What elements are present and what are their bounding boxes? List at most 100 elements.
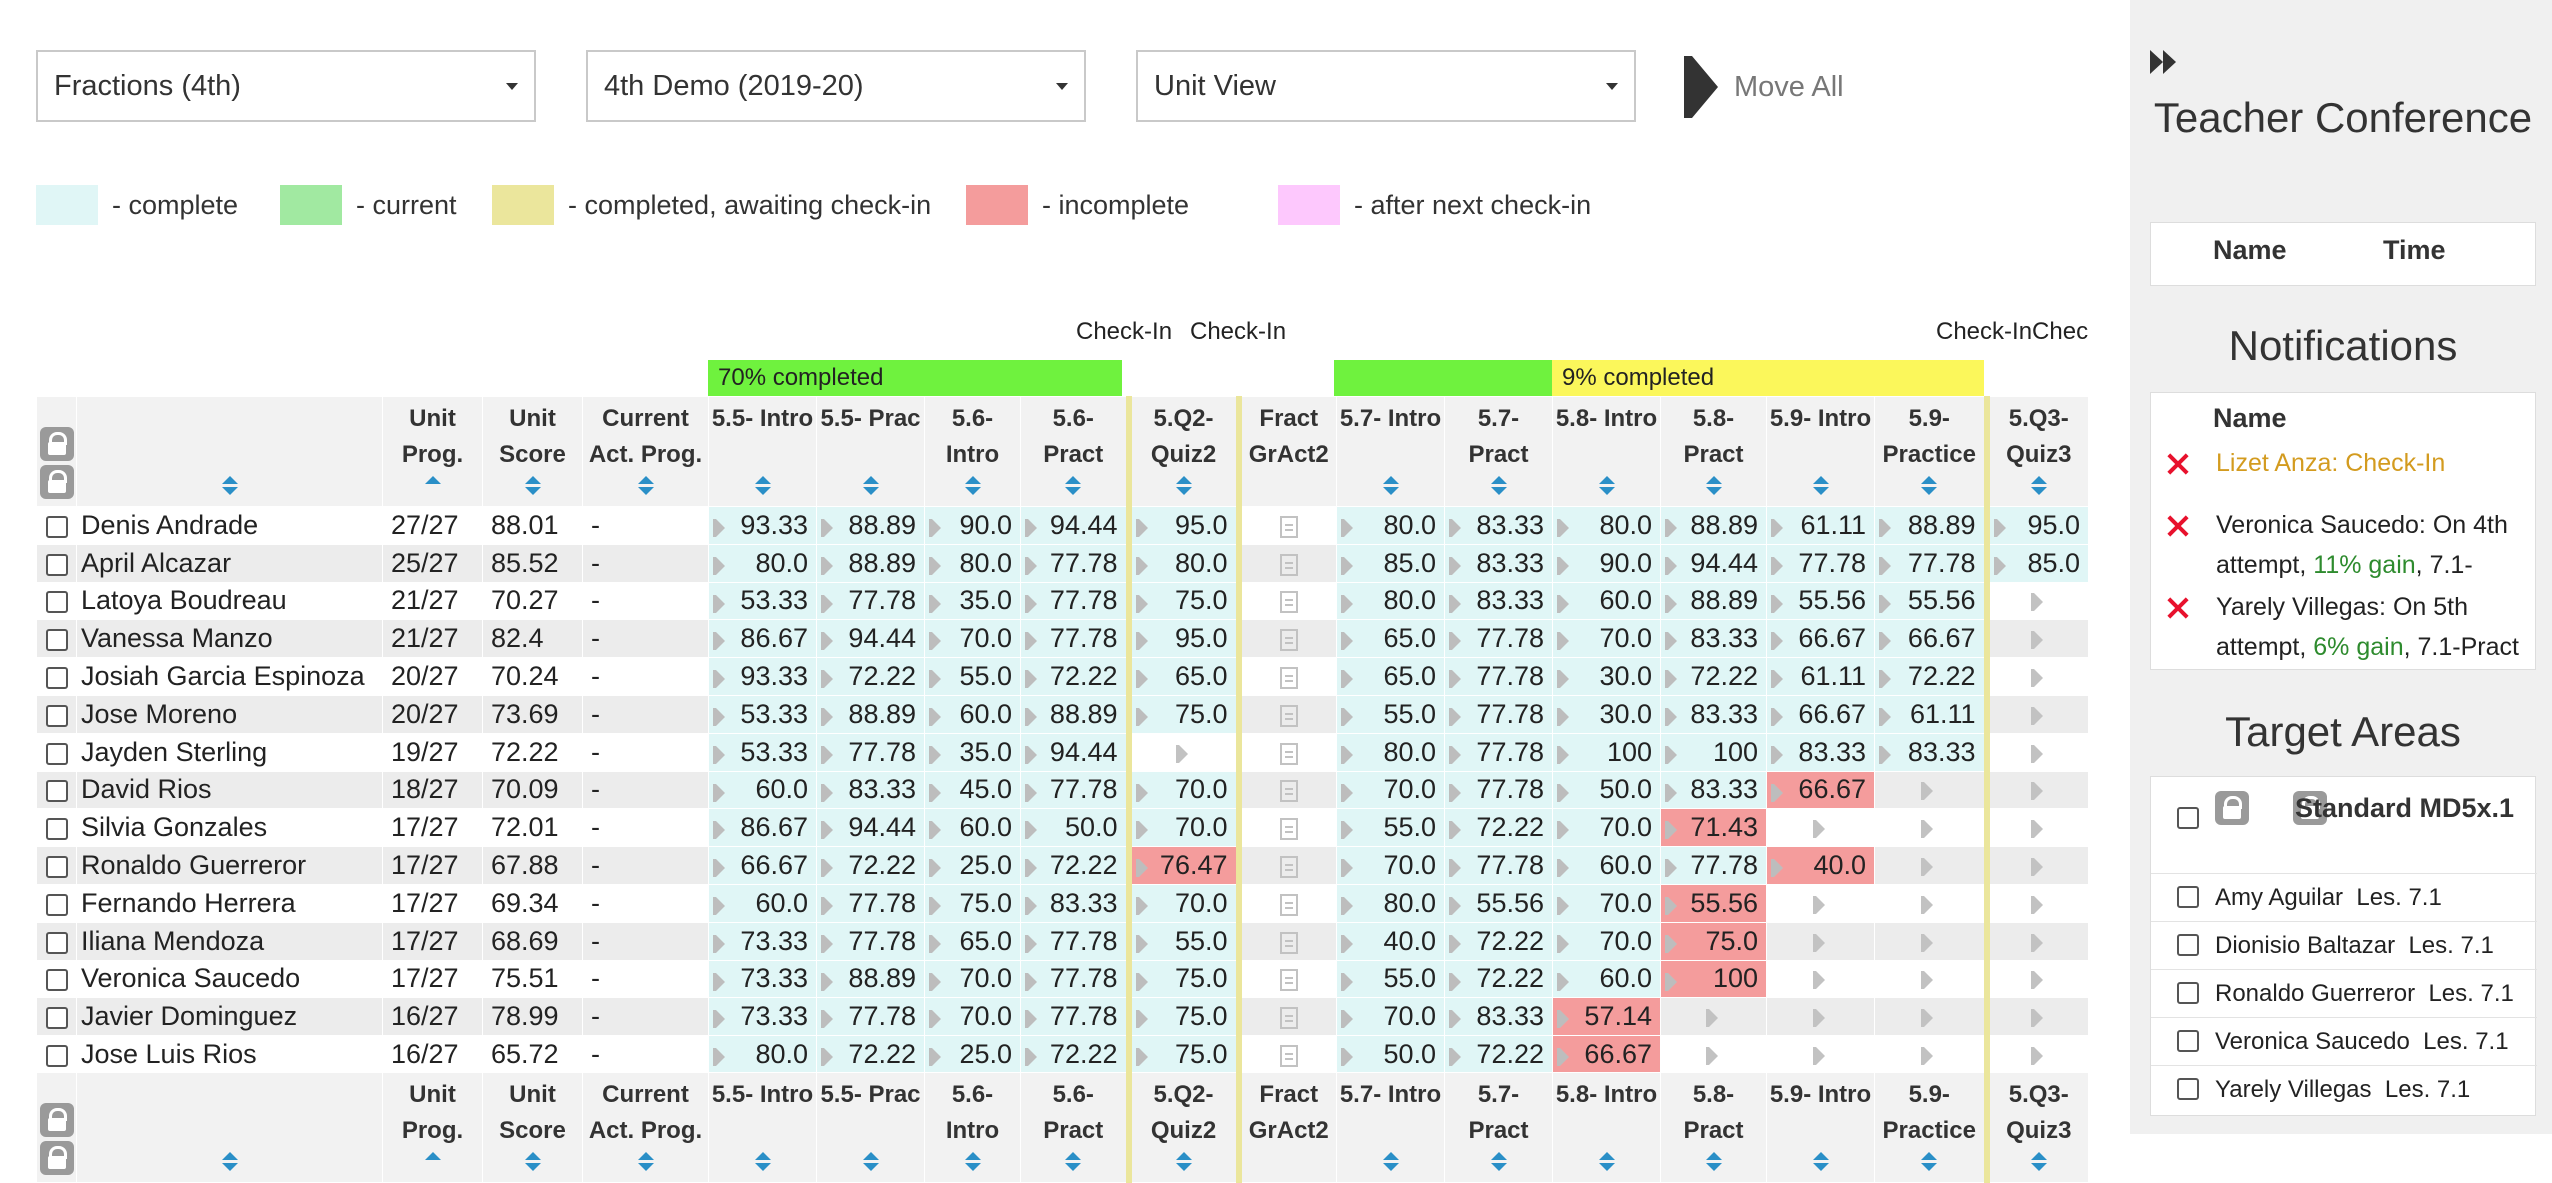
activity-score-cell[interactable]: 60.0: [924, 808, 1021, 848]
activity-cell-empty[interactable]: [1983, 732, 2089, 772]
row-checkbox[interactable]: [45, 1044, 68, 1067]
activity-score-cell[interactable]: 72.22: [816, 846, 925, 885]
row-checkbox[interactable]: [45, 855, 68, 878]
activity-score-cell[interactable]: 83.33: [1874, 732, 1987, 772]
column-header[interactable]: 5.Q2- Quiz2: [1125, 396, 1239, 507]
activity-score-cell[interactable]: 88.89: [1660, 506, 1767, 545]
activity-score-cell[interactable]: 94.44: [1020, 732, 1129, 772]
activity-score-cell[interactable]: 94.44: [816, 808, 925, 848]
activity-score-cell[interactable]: 72.22: [1444, 959, 1553, 999]
activity-score-cell[interactable]: 66.67: [1766, 770, 1875, 810]
lock-icon[interactable]: [39, 1103, 74, 1137]
activity-score-cell[interactable]: 72.22: [1020, 1035, 1129, 1074]
activity-score-cell[interactable]: 25.0: [924, 846, 1021, 885]
activity-cell-empty[interactable]: [1125, 732, 1239, 772]
row-checkbox[interactable]: [45, 780, 68, 803]
class-select[interactable]: 4th Demo (2019-20): [586, 50, 1086, 122]
activity-cell-empty[interactable]: [1983, 846, 2089, 885]
unlock-icon[interactable]: [39, 465, 74, 499]
activity-score-cell[interactable]: 83.33: [1020, 883, 1129, 923]
column-header[interactable]: 5.7- Intro: [1336, 396, 1445, 507]
activity-score-cell[interactable]: 50.0: [1020, 808, 1129, 848]
activity-score-cell[interactable]: 72.22: [1444, 808, 1553, 848]
activity-score-cell[interactable]: 60.0: [1552, 581, 1661, 621]
activity-cell-empty[interactable]: [1766, 883, 1875, 923]
activity-score-cell[interactable]: 77.78: [816, 997, 925, 1037]
activity-score-cell[interactable]: 77.78: [1444, 694, 1553, 734]
activity-score-cell[interactable]: 77.78: [1020, 619, 1129, 659]
activity-score-cell[interactable]: 94.44: [1660, 543, 1767, 583]
activity-score-cell[interactable]: 65.0: [1125, 657, 1239, 696]
activity-score-cell[interactable]: 77.78: [1766, 543, 1875, 583]
activity-cell-empty[interactable]: [1983, 883, 2089, 923]
activity-cell-empty[interactable]: [1983, 657, 2089, 696]
activity-score-cell[interactable]: 66.67: [1766, 619, 1875, 659]
activity-score-cell[interactable]: 75.0: [1660, 921, 1767, 961]
activity-score-cell[interactable]: 88.89: [816, 694, 925, 734]
activity-cell-empty[interactable]: [1766, 959, 1875, 999]
activity-score-cell[interactable]: 66.67: [1874, 619, 1987, 659]
activity-score-cell[interactable]: 77.78: [1020, 997, 1129, 1037]
activity-score-cell[interactable]: 70.0: [1336, 770, 1445, 810]
column-header[interactable]: Current Act. Prog.: [582, 396, 709, 507]
activity-score-cell[interactable]: 77.78: [1444, 732, 1553, 772]
target-checkbox[interactable]: [2177, 1078, 2199, 1100]
student-name[interactable]: Denis Andrade: [76, 506, 383, 545]
activity-score-cell[interactable]: 73.33: [708, 959, 817, 999]
student-name[interactable]: Jayden Sterling: [76, 732, 383, 772]
activity-cell-empty[interactable]: [1766, 1035, 1875, 1074]
activity-score-cell[interactable]: 70.0: [924, 959, 1021, 999]
sort-icon[interactable]: [1065, 1152, 1082, 1172]
activity-score-cell[interactable]: 66.67: [1552, 1035, 1661, 1074]
target-checkbox[interactable]: [2177, 886, 2199, 908]
activity-score-cell[interactable]: 65.0: [924, 921, 1021, 961]
activity-score-cell[interactable]: 30.0: [1552, 657, 1661, 696]
activity-score-cell[interactable]: 60.0: [708, 770, 817, 810]
column-header[interactable]: 5.9- Intro: [1766, 396, 1875, 507]
activity-cell-empty[interactable]: [1874, 921, 1987, 961]
activity-cell-empty[interactable]: [1874, 808, 1987, 848]
column-header[interactable]: 5.5- Intro: [708, 1072, 817, 1183]
activity-score-cell[interactable]: 30.0: [1552, 694, 1661, 734]
sort-icon[interactable]: [1175, 476, 1192, 496]
target-checkbox[interactable]: [2177, 982, 2199, 1004]
activity-score-cell[interactable]: 53.33: [708, 732, 817, 772]
row-checkbox[interactable]: [45, 969, 68, 992]
activity-score-cell[interactable]: 70.0: [1125, 808, 1239, 848]
activity-cell-empty[interactable]: [1874, 883, 1987, 923]
student-name[interactable]: Veronica Saucedo: [76, 959, 383, 999]
activity-score-cell[interactable]: 35.0: [924, 732, 1021, 772]
activity-doc-cell[interactable]: [1235, 808, 1337, 848]
activity-score-cell[interactable]: 77.78: [1444, 657, 1553, 696]
activity-score-cell[interactable]: 77.78: [1020, 959, 1129, 999]
lock-icon[interactable]: [39, 427, 74, 461]
activity-score-cell[interactable]: 80.0: [708, 1035, 817, 1074]
activity-cell-empty[interactable]: [1874, 1035, 1987, 1074]
activity-score-cell[interactable]: 80.0: [1552, 506, 1661, 545]
activity-score-cell[interactable]: 77.78: [1020, 921, 1129, 961]
activity-score-cell[interactable]: 100: [1660, 959, 1767, 999]
activity-score-cell[interactable]: 61.11: [1766, 506, 1875, 545]
activity-score-cell[interactable]: 55.0: [1336, 694, 1445, 734]
column-header[interactable]: 5.5- Prac: [816, 396, 925, 507]
sort-icon[interactable]: [862, 476, 879, 496]
activity-cell-empty[interactable]: [1874, 846, 1987, 885]
row-checkbox[interactable]: [45, 629, 68, 652]
activity-score-cell[interactable]: 53.33: [708, 581, 817, 621]
activity-score-cell[interactable]: 83.33: [1444, 506, 1553, 545]
column-header[interactable]: 5.7- Pract: [1444, 396, 1553, 507]
activity-score-cell[interactable]: 53.33: [708, 694, 817, 734]
activity-score-cell[interactable]: 95.0: [1125, 619, 1239, 659]
activity-cell-empty[interactable]: [1983, 997, 2089, 1037]
activity-score-cell[interactable]: 55.56: [1766, 581, 1875, 621]
activity-cell-empty[interactable]: [1983, 1035, 2089, 1074]
activity-cell-empty[interactable]: [1660, 1035, 1767, 1074]
activity-score-cell[interactable]: 72.22: [1660, 657, 1767, 696]
activity-score-cell[interactable]: 83.33: [1660, 694, 1767, 734]
student-name[interactable]: Ronaldo Guerreror: [76, 846, 383, 885]
activity-doc-cell[interactable]: [1235, 770, 1337, 810]
target-checkbox[interactable]: [2177, 1030, 2199, 1052]
activity-score-cell[interactable]: 70.0: [1552, 619, 1661, 659]
activity-score-cell[interactable]: 100: [1552, 732, 1661, 772]
sort-icon[interactable]: [221, 476, 238, 496]
